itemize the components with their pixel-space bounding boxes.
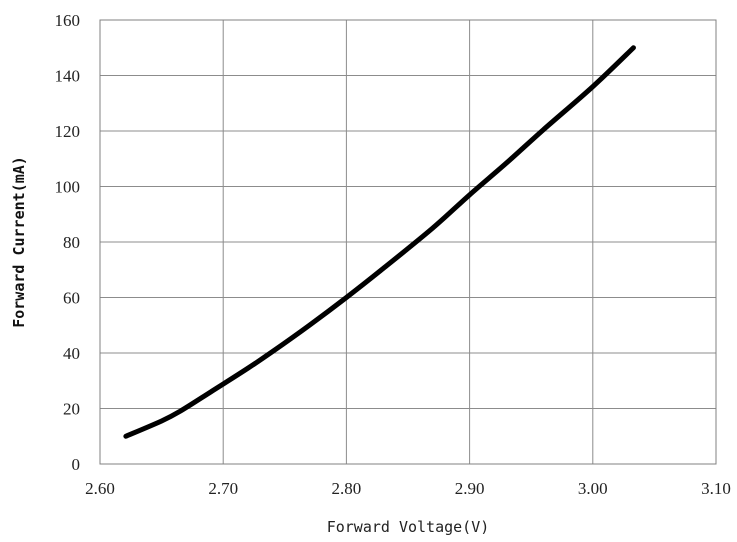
x-tick-label: 2.70 (208, 479, 238, 498)
x-tick-labels: 2.60 2.70 2.80 2.90 3.00 3.10 (85, 479, 731, 498)
x-tick-label: 3.10 (701, 479, 731, 498)
series-line (123, 45, 636, 439)
x-tick-label: 2.60 (85, 479, 115, 498)
data-series (123, 45, 636, 439)
y-tick-label: 40 (63, 344, 80, 363)
y-tick-labels: 0 20 40 60 80 100 120 140 160 (55, 11, 81, 474)
x-tick-label: 2.90 (455, 479, 485, 498)
x-axis-label: Forward Voltage(V) (327, 518, 490, 536)
y-tick-label: 160 (55, 11, 81, 30)
y-tick-label: 140 (55, 67, 81, 86)
y-tick-label: 60 (63, 289, 80, 308)
plot-area-frame (99, 19, 717, 465)
grid-lines (99, 19, 717, 465)
y-tick-label: 0 (72, 455, 81, 474)
x-tick-label: 2.80 (332, 479, 362, 498)
y-tick-label: 80 (63, 233, 80, 252)
x-tick-label: 3.00 (578, 479, 608, 498)
y-axis-label: Forward Current(mA) (10, 156, 28, 328)
y-tick-label: 120 (55, 122, 81, 141)
y-tick-label: 100 (55, 178, 81, 197)
y-tick-label: 20 (63, 400, 80, 419)
